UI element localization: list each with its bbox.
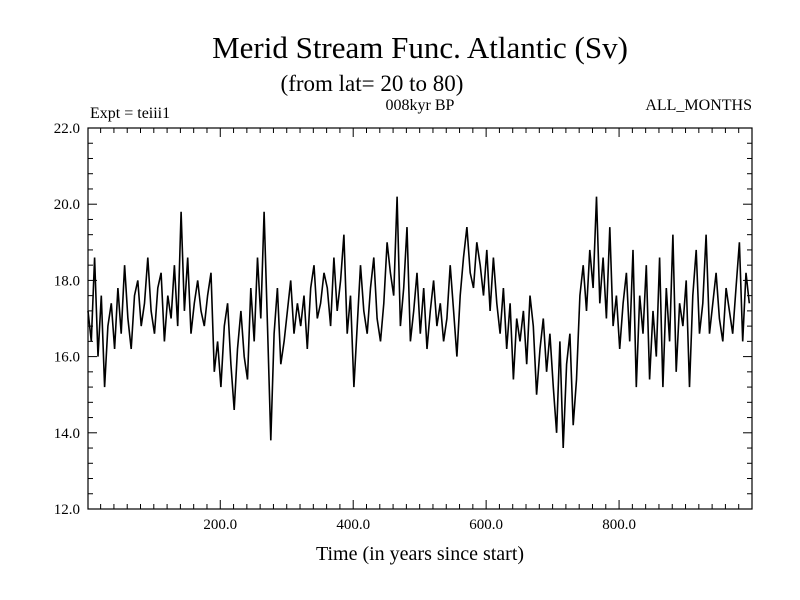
x-tick-label: 800.0 bbox=[602, 517, 636, 533]
x-tick-label: 200.0 bbox=[203, 517, 237, 533]
series-line-0 bbox=[87, 196, 751, 449]
x-axis-label: Time (in years since start) bbox=[316, 543, 524, 565]
months-label: ALL_MONTHS bbox=[645, 97, 752, 114]
y-tick-label: 20.0 bbox=[54, 197, 80, 213]
x-tick-label: 600.0 bbox=[469, 517, 503, 533]
chart-title: Merid Stream Func. Atlantic (Sv) bbox=[212, 30, 628, 65]
x-tick-label: 400.0 bbox=[336, 517, 370, 533]
y-tick-label: 14.0 bbox=[54, 426, 80, 442]
series-layer bbox=[87, 196, 751, 449]
y-tick-label: 16.0 bbox=[54, 350, 80, 366]
period-label: 008kyr BP bbox=[386, 97, 455, 114]
y-tick-label: 12.0 bbox=[54, 502, 80, 518]
y-tick-label: 18.0 bbox=[54, 273, 80, 289]
plot-frame bbox=[87, 127, 753, 510]
tick-labels: 200.0 400.0 600.0 800.0 12.0 14.0 16.0 18.0 20.0… bbox=[54, 121, 636, 533]
experiment-label: Expt = teiii1 bbox=[90, 105, 170, 122]
chart-subtitle: (from lat= 20 to 80) bbox=[281, 71, 464, 96]
y-tick-label: 22.0 bbox=[54, 121, 80, 137]
